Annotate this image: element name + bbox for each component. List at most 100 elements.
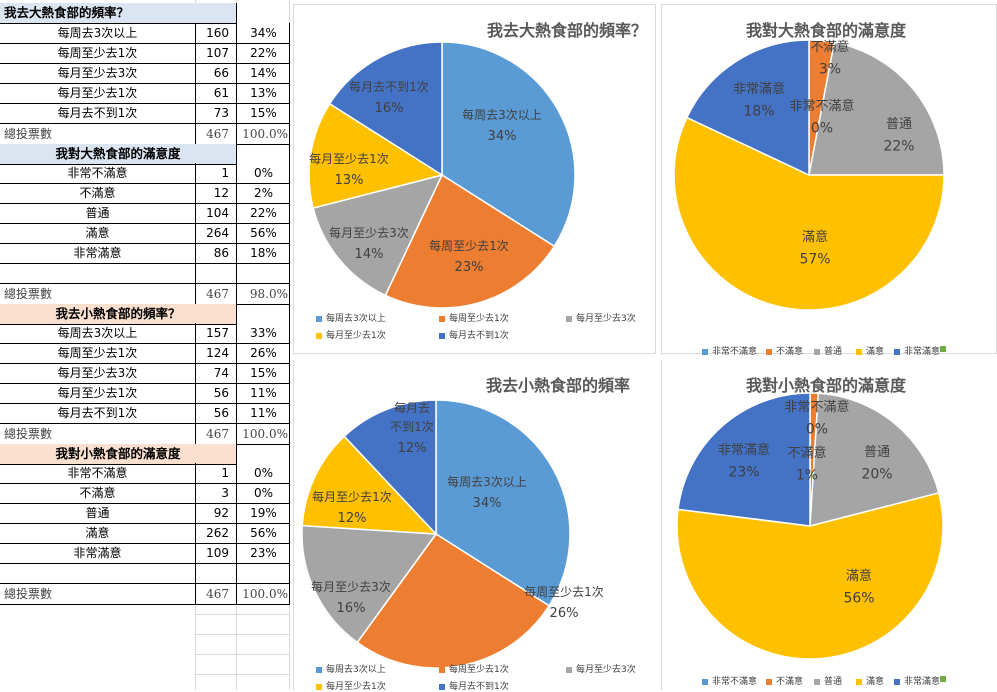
pie-slice[interactable] (435, 399, 571, 607)
legend-item[interactable]: 不滿意 (766, 344, 803, 357)
pie-slice[interactable] (673, 116, 945, 311)
row-label: 每周至少去1次 (57, 46, 138, 60)
table2-header[interactable]: 我對大熱食部的滿意度 (0, 144, 236, 165)
pie-slice[interactable] (343, 399, 437, 536)
row-label: 不滿意 (79, 486, 116, 500)
legend-item[interactable]: 每周去3次以上 (316, 662, 386, 675)
legend-label: 每月至少去3次 (576, 665, 636, 675)
legend-item[interactable]: 每月至少去3次 (566, 311, 636, 324)
legend-swatch (439, 666, 445, 673)
chart-small-dining-frequency[interactable]: 我去小熱食部的頻率 每周去3次以上 34% 每周至少去1次 26% 每月至少去3次 16%… (293, 360, 656, 692)
table-row[interactable]: 滿意 262 56% (0, 523, 290, 544)
total-row[interactable]: 總投票數 467 100.0% (0, 424, 290, 445)
grid-line (195, 614, 290, 615)
table-row[interactable]: 普通 104 22% (0, 203, 290, 224)
row-percent: 0% (253, 466, 274, 480)
table-row[interactable]: 不滿意 12 2% (0, 183, 290, 204)
total-count: 467 (206, 127, 229, 141)
table-row[interactable]: 每周去3次以上 160 34% (0, 23, 290, 44)
total-row[interactable]: 總投票數 467 100.0% (0, 584, 290, 605)
total-row[interactable]: 總投票數 467 100.0% (0, 124, 290, 145)
table1-header[interactable]: 我去大熱食部的頻率？ (0, 3, 236, 24)
row-label: 每月至少去1次 (57, 86, 138, 100)
legend-item[interactable]: 非常滿意 (894, 674, 940, 687)
chart-large-dining-frequency[interactable]: 我去大熱食部的頻率？ 每周去3次以上 34% 每周至少去1次 23% 每月至少去3次 14… (293, 4, 656, 354)
pie-slice[interactable] (384, 173, 556, 309)
legend-item[interactable]: 每月去不到1次 (439, 679, 509, 692)
legend-item[interactable] (940, 344, 950, 354)
row-count: 73 (213, 106, 229, 120)
pie-slice[interactable] (676, 492, 944, 660)
row-count: 104 (206, 206, 229, 220)
empty-row[interactable] (0, 263, 290, 284)
table-row[interactable]: 每月至少去1次 61 13% (0, 83, 290, 104)
pie-slice[interactable] (312, 173, 444, 297)
legend-item[interactable]: 非常滿意 (894, 344, 940, 357)
table-row[interactable]: 每月至少去3次 66 14% (0, 63, 290, 84)
table-row[interactable]: 每月至少去1次 56 11% (0, 383, 290, 404)
table-row[interactable]: 非常不滿意 1 0% (0, 163, 290, 184)
chart-large-dining-satisfaction[interactable]: 我對大熱食部的滿意度 非常不滿意 0% 不滿意 3% 普通 22% 滿意 57% 非常滿意 18%… (661, 4, 997, 357)
table-row[interactable]: 滿意 264 56% (0, 223, 290, 244)
chart-small-dining-satisfaction[interactable]: 我對小熱食部的滿意度 非常不滿意 0% 不滿意 1% 普通 20% 滿意 56% 非常滿意 23%… (661, 360, 997, 690)
table-row[interactable]: 每月去不到1次 73 15% (0, 103, 290, 124)
legend-item[interactable]: 每周去3次以上 (316, 311, 386, 324)
row-label: 每周去3次以上 (57, 326, 138, 340)
legend-label: 每月至少去3次 (576, 314, 636, 324)
row-label: 每月至少去1次 (57, 386, 138, 400)
legend-item[interactable]: 非常不滿意 (702, 674, 757, 687)
legend-item[interactable]: 普通 (814, 674, 842, 687)
legend-item[interactable] (940, 674, 950, 684)
legend-swatch (439, 332, 445, 339)
table2-title: 我對大熱食部的滿意度 (55, 146, 181, 161)
empty-row[interactable] (0, 563, 290, 584)
table3-header[interactable]: 我去小熱食部的頻率？ (0, 304, 236, 325)
legend-item[interactable]: 每周至少去1次 (439, 662, 509, 675)
pie-slice[interactable] (301, 435, 438, 535)
legend-item[interactable]: 普通 (814, 344, 842, 357)
total-count: 467 (206, 287, 229, 301)
legend-item[interactable]: 每月去不到1次 (439, 328, 509, 341)
legend-swatch (566, 666, 572, 673)
pie-slice[interactable] (328, 41, 443, 177)
table-row[interactable]: 每月至少去3次 74 15% (0, 363, 290, 384)
table-row[interactable]: 每周去3次以上 157 33% (0, 323, 290, 344)
column-border (195, 323, 196, 444)
legend-item[interactable]: 每周至少去1次 (439, 311, 509, 324)
pie-slice[interactable] (685, 39, 810, 177)
table-row[interactable]: 非常滿意 109 23% (0, 543, 290, 564)
legend-item[interactable]: 每月至少去3次 (566, 662, 636, 675)
column-border (236, 144, 237, 304)
pie-slice[interactable] (301, 524, 438, 644)
legend-item[interactable]: 非常不滿意 (702, 344, 757, 357)
row-percent: 14% (250, 66, 277, 80)
pie-slice[interactable] (677, 392, 811, 527)
table-row[interactable]: 每周至少去1次 124 26% (0, 343, 290, 364)
legend-item[interactable]: 每月至少去1次 (316, 679, 386, 692)
table-row[interactable]: 非常不滿意 1 0% (0, 463, 290, 484)
row-count: 61 (213, 86, 229, 100)
grid-line (195, 654, 290, 655)
legend-item[interactable]: 滿意 (856, 674, 884, 687)
table-row[interactable]: 非常滿意 86 18% (0, 243, 290, 264)
table-row[interactable]: 每周至少去1次 107 22% (0, 43, 290, 64)
table-row[interactable]: 每月去不到1次 56 11% (0, 403, 290, 424)
pie-slice[interactable] (356, 532, 551, 669)
pie-slice[interactable] (441, 41, 576, 248)
legend-label: 非常不滿意 (712, 677, 758, 687)
pie-slice[interactable] (809, 392, 940, 527)
table-row[interactable]: 普通 92 19% (0, 503, 290, 524)
pie-slice[interactable] (808, 41, 945, 176)
legend-item[interactable]: 每月至少去1次 (316, 328, 386, 341)
row-label: 每月至少去3次 (57, 366, 138, 380)
pie-slice[interactable] (308, 102, 444, 209)
legend-item[interactable]: 滿意 (856, 344, 884, 357)
row-percent: 33% (250, 326, 277, 340)
table-row[interactable]: 不滿意 3 0% (0, 483, 290, 504)
column-border (236, 444, 237, 604)
row-count: 160 (206, 26, 229, 40)
grid-line (195, 674, 290, 675)
total-row[interactable]: 總投票數 467 98.0% (0, 284, 290, 305)
legend-item[interactable]: 不滿意 (766, 674, 803, 687)
table4-header[interactable]: 我對小熱食部的滿意度 (0, 444, 236, 465)
